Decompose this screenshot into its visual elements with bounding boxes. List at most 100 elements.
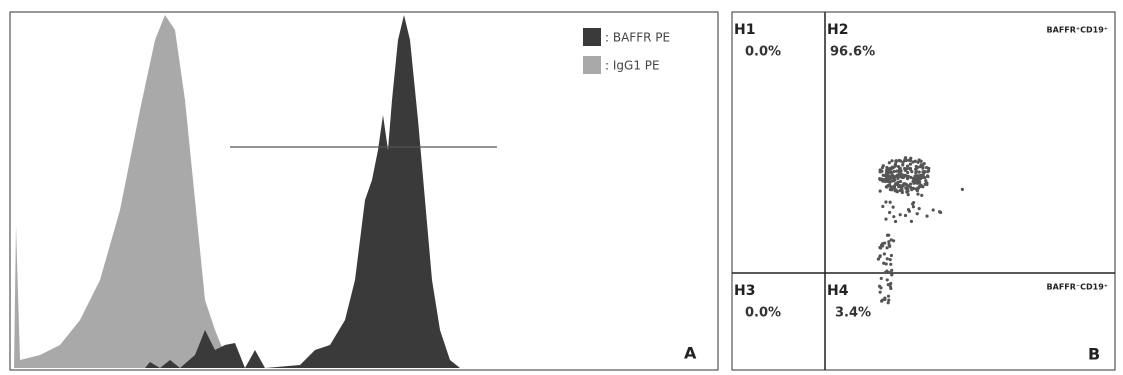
event-dot bbox=[904, 174, 908, 178]
event-dot bbox=[923, 170, 927, 174]
event-dot bbox=[887, 240, 891, 244]
event-dot bbox=[926, 175, 930, 179]
event-dot bbox=[906, 170, 910, 175]
event-dot bbox=[886, 301, 890, 305]
event-dot bbox=[925, 214, 929, 218]
event-dot bbox=[910, 188, 914, 192]
event-dot bbox=[906, 174, 910, 178]
event-dot bbox=[910, 169, 914, 174]
event-dot bbox=[900, 190, 904, 195]
event-dot bbox=[906, 208, 911, 212]
legend-label: : BAFFR PE bbox=[605, 31, 670, 45]
event-dot bbox=[906, 193, 910, 197]
event-dot bbox=[916, 192, 920, 196]
quadrant-percent: 0.0% bbox=[745, 306, 781, 321]
event-dot bbox=[890, 273, 894, 277]
event-dot bbox=[931, 208, 935, 212]
event-dot bbox=[908, 166, 912, 170]
event-dot bbox=[960, 187, 964, 191]
event-dot bbox=[885, 233, 890, 237]
event-dot bbox=[884, 217, 888, 221]
event-dot bbox=[911, 202, 915, 206]
event-dot bbox=[914, 187, 918, 191]
event-dot bbox=[890, 175, 894, 179]
event-dot bbox=[879, 177, 884, 181]
event-dot bbox=[889, 238, 893, 242]
event-dot bbox=[915, 176, 919, 180]
event-dot bbox=[882, 261, 886, 265]
event-dot bbox=[884, 262, 888, 266]
event-dot bbox=[912, 181, 916, 185]
event-dot bbox=[880, 166, 885, 170]
event-dot bbox=[884, 173, 888, 177]
event-dot bbox=[885, 278, 889, 282]
event-dot bbox=[898, 213, 902, 217]
event-dot bbox=[919, 183, 923, 187]
event-dot bbox=[879, 246, 883, 250]
igg1-histogram bbox=[14, 15, 235, 368]
event-dot bbox=[888, 284, 892, 289]
event-dot bbox=[904, 156, 908, 160]
event-dot bbox=[890, 159, 894, 163]
event-dot bbox=[903, 182, 907, 186]
event-dot bbox=[915, 212, 919, 216]
event-dot bbox=[889, 281, 893, 286]
quadrant-annotation: BAFFR⁺CD19⁺ bbox=[1047, 26, 1108, 35]
event-dot bbox=[878, 254, 882, 258]
quadrant-percent: 0.0% bbox=[745, 45, 781, 60]
event-dot bbox=[879, 286, 883, 290]
panel-label: B bbox=[1088, 345, 1100, 364]
event-dot bbox=[925, 165, 929, 170]
event-dot bbox=[893, 189, 897, 193]
event-dot bbox=[904, 168, 908, 172]
event-dot bbox=[883, 179, 887, 184]
event-dot bbox=[886, 283, 890, 287]
event-dot bbox=[898, 179, 903, 184]
event-dot bbox=[878, 189, 882, 193]
event-dot bbox=[880, 298, 885, 302]
event-dot bbox=[897, 185, 901, 189]
event-dot bbox=[921, 175, 925, 179]
quadrant-name: H2 bbox=[827, 22, 848, 38]
event-dot bbox=[888, 210, 892, 215]
event-dot bbox=[887, 161, 891, 165]
event-dot bbox=[917, 186, 921, 190]
event-dot bbox=[904, 186, 908, 190]
event-dot bbox=[917, 207, 921, 211]
event-dot bbox=[901, 163, 905, 167]
event-dot bbox=[911, 160, 915, 164]
quadrant-name: H3 bbox=[734, 283, 755, 299]
event-dot bbox=[878, 170, 882, 174]
event-dot bbox=[890, 165, 894, 169]
event-dot bbox=[908, 182, 913, 186]
quadrant-percent: 3.4% bbox=[835, 306, 871, 321]
event-dot bbox=[889, 262, 893, 266]
event-dot bbox=[895, 182, 900, 186]
event-dot bbox=[885, 269, 889, 273]
event-dot bbox=[885, 257, 889, 261]
event-dot bbox=[923, 182, 927, 186]
event-dot bbox=[883, 297, 887, 302]
legend-swatch bbox=[583, 28, 601, 46]
event-dot bbox=[911, 176, 916, 180]
event-dot bbox=[900, 186, 904, 191]
event-dot bbox=[881, 204, 885, 209]
event-dot bbox=[908, 162, 913, 166]
quadrant-percent: 96.6% bbox=[830, 45, 875, 60]
event-dot bbox=[881, 244, 885, 248]
event-dot bbox=[882, 252, 886, 256]
event-dot bbox=[884, 171, 888, 175]
event-dot bbox=[890, 179, 894, 183]
event-dot bbox=[888, 257, 892, 262]
event-dot bbox=[878, 290, 882, 294]
event-dot bbox=[895, 173, 899, 177]
quadrant-annotation: BAFFR⁻CD19⁺ bbox=[1047, 283, 1108, 292]
event-dot bbox=[881, 173, 885, 177]
event-dot bbox=[905, 164, 910, 168]
event-dot bbox=[898, 170, 902, 174]
event-dot bbox=[892, 215, 896, 219]
event-dot bbox=[893, 219, 898, 224]
panel-label: A bbox=[684, 344, 697, 363]
event-dot bbox=[887, 242, 891, 246]
